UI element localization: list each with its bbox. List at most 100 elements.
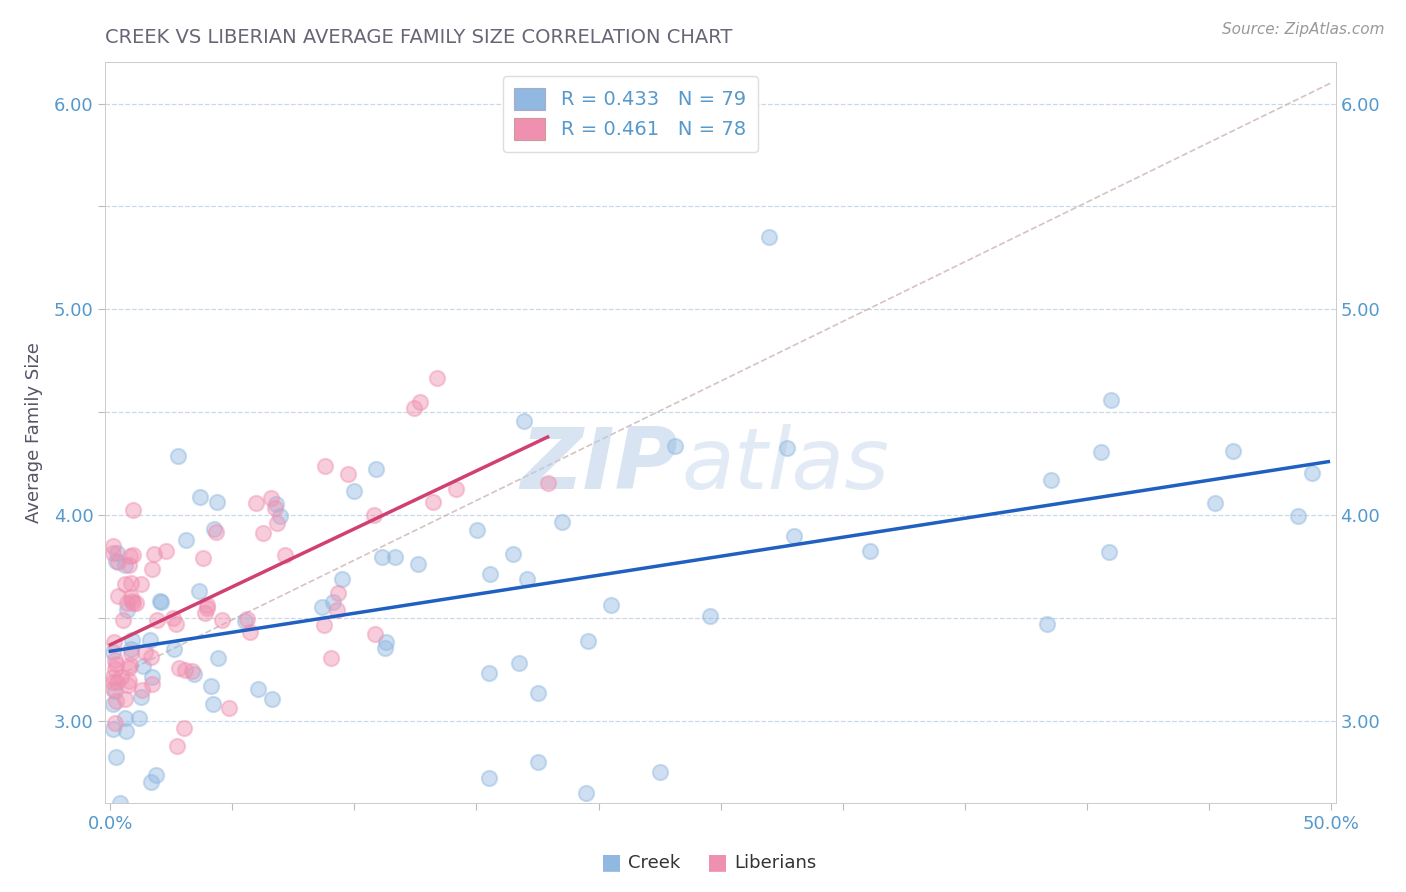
Point: [107, 589, 129, 603]
Point: [1098, 544, 1121, 558]
Point: [314, 617, 336, 632]
Point: [187, 584, 209, 599]
Point: [859, 544, 882, 558]
Y-axis label: Average Family Size: Average Family Size: [25, 343, 42, 523]
Point: [384, 550, 406, 565]
Point: [326, 603, 349, 617]
Point: [143, 547, 166, 561]
Point: [146, 613, 169, 627]
Point: [363, 508, 385, 522]
Point: [374, 634, 396, 648]
Point: [110, 670, 132, 684]
Point: [191, 550, 214, 565]
Point: [101, 645, 124, 659]
Point: [526, 755, 548, 769]
Point: [247, 681, 270, 696]
Point: [121, 594, 143, 608]
Point: [183, 667, 205, 681]
Point: [195, 598, 218, 612]
Point: [311, 599, 333, 614]
Point: [104, 652, 127, 666]
Text: ZIP: ZIP: [520, 425, 678, 508]
Point: [115, 596, 138, 610]
Point: [174, 663, 197, 677]
Point: [112, 613, 135, 627]
Point: [783, 529, 806, 543]
Point: [155, 544, 177, 558]
Point: [141, 676, 163, 690]
Point: [1222, 444, 1244, 458]
Point: [322, 594, 344, 608]
Point: [108, 796, 131, 810]
Point: [122, 503, 145, 517]
Point: [527, 686, 550, 700]
Point: [233, 614, 256, 628]
Point: [269, 508, 291, 523]
Point: [105, 749, 128, 764]
Point: [120, 646, 142, 660]
Point: [478, 665, 501, 680]
Point: [188, 490, 211, 504]
Point: [758, 230, 780, 244]
Point: [200, 680, 222, 694]
Point: [120, 658, 142, 673]
Point: [103, 634, 125, 648]
Point: [105, 554, 128, 568]
Point: [118, 661, 141, 675]
Point: [167, 449, 190, 463]
Point: [264, 496, 287, 510]
Point: [167, 661, 190, 675]
Point: [319, 650, 342, 665]
Point: [118, 558, 141, 572]
Point: [101, 670, 124, 684]
Point: [422, 495, 444, 509]
Point: [101, 697, 124, 711]
Point: [165, 617, 187, 632]
Text: ■: ■: [602, 853, 621, 872]
Point: [139, 633, 162, 648]
Point: [502, 547, 524, 561]
Point: [202, 523, 225, 537]
Point: [1286, 509, 1309, 524]
Point: [336, 467, 359, 481]
Point: [252, 526, 274, 541]
Point: [115, 603, 138, 617]
Point: [699, 609, 721, 624]
Point: [141, 670, 163, 684]
Point: [444, 483, 467, 497]
Point: [1204, 496, 1226, 510]
Point: [576, 634, 599, 648]
Point: [120, 641, 142, 656]
Point: [149, 594, 172, 608]
Point: [575, 785, 598, 799]
Point: [194, 606, 217, 620]
Point: [648, 764, 671, 779]
Point: [1036, 617, 1059, 632]
Point: [103, 722, 125, 736]
Point: [162, 642, 184, 657]
Point: [150, 595, 173, 609]
Point: [343, 483, 366, 498]
Text: Creek: Creek: [628, 855, 681, 872]
Point: [129, 690, 152, 704]
Point: [104, 662, 127, 676]
Point: [364, 462, 387, 476]
Point: [371, 549, 394, 564]
Point: [328, 586, 350, 600]
Point: [101, 681, 124, 696]
Point: [205, 525, 228, 540]
Point: [145, 768, 167, 782]
Point: [121, 632, 143, 647]
Point: [105, 694, 128, 708]
Point: [536, 475, 558, 490]
Text: Source: ZipAtlas.com: Source: ZipAtlas.com: [1222, 22, 1385, 37]
Point: [114, 711, 136, 725]
Point: [125, 596, 148, 610]
Legend: R = 0.433   N = 79, R = 0.461   N = 78: R = 0.433 N = 79, R = 0.461 N = 78: [503, 76, 758, 152]
Point: [105, 546, 128, 560]
Point: [260, 692, 283, 706]
Point: [129, 576, 152, 591]
Point: [512, 414, 534, 428]
Point: [173, 721, 195, 735]
Point: [162, 611, 184, 625]
